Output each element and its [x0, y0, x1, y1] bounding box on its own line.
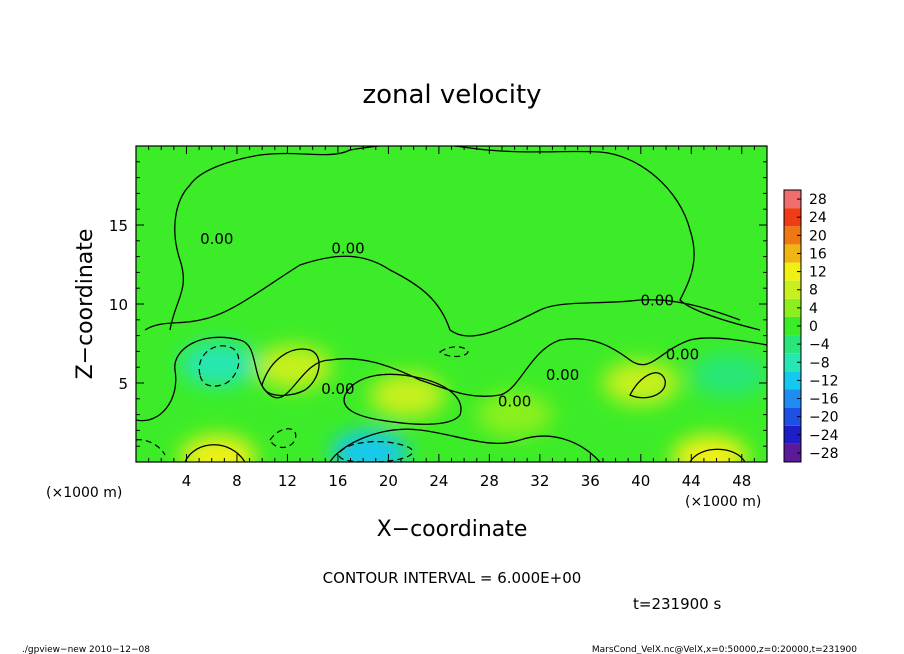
contour-neg-bottom-left [136, 439, 166, 456]
x-axis-title: X−coordinate [377, 517, 528, 542]
colorbar-swatch-3 [784, 389, 801, 408]
colorbar-label-7: 0 [809, 319, 818, 335]
field-feature-1 [369, 373, 446, 418]
x-tick-label-48: 48 [732, 472, 751, 490]
colorbar-swatch-12 [784, 226, 801, 245]
x-tick-label-32: 32 [530, 472, 549, 490]
x-tick-label-44: 44 [682, 472, 701, 490]
colorbar-swatch-13 [784, 208, 801, 227]
colorbar-swatch-1 [784, 425, 801, 444]
colorbar-label-4: 12 [809, 265, 827, 281]
field-feature-4 [180, 342, 257, 387]
field-feature-8 [476, 392, 553, 437]
contour-label-2: 0.00 [321, 380, 354, 398]
chart-title: zonal velocity [362, 80, 541, 110]
colorbar-label-12: −20 [809, 410, 839, 426]
colorbar-label-10: −12 [809, 373, 839, 389]
x-tick-label-40: 40 [631, 472, 650, 490]
x-axis-unit-left: (×1000 m) [46, 485, 122, 501]
contour-label-6: 0.00 [666, 345, 699, 363]
colorbar: 28 24 20 16 12 8 4 0 −4 −8 −12 −16 −20 −24 −28 [783, 189, 839, 463]
time-label: t=231900 s [633, 595, 721, 613]
contour-zero-bottom [329, 428, 601, 462]
colorbar-swatch-6 [784, 335, 801, 354]
colorbar-swatch-4 [784, 371, 801, 390]
contour-zero-lower [136, 336, 767, 422]
contour-label-0: 0.00 [200, 230, 233, 248]
contour-pos-left [261, 348, 320, 397]
x-axis-unit-right: (×1000 m) [685, 494, 761, 510]
field-features [180, 342, 767, 462]
field-background [136, 146, 767, 462]
colorbar-label-8: −4 [809, 337, 830, 353]
colorbar-label-3: 16 [809, 246, 827, 262]
colorbar-label-9: −8 [809, 355, 830, 371]
contour-label-1: 0.00 [331, 239, 364, 257]
y-axis-title: Z−coordinate [73, 229, 98, 380]
colorbar-label-2: 20 [809, 228, 827, 244]
contour-pos-bottom-left [184, 444, 246, 462]
x-tick-label-20: 20 [379, 472, 398, 490]
colorbar-label-11: −16 [809, 392, 839, 408]
field-feature-0 [331, 430, 408, 462]
contour-lines [136, 146, 767, 462]
colorbar-swatch-11 [784, 244, 801, 263]
colorbar-label-0: 28 [809, 192, 827, 208]
x-axis-ticks: 4 8 12 16 20 24 28 32 36 40 44 48 [148, 146, 755, 490]
plot-area: 0.00 0.00 0.00 0.00 0.00 0.00 0.00 [136, 146, 767, 462]
contour-neg-left [198, 345, 240, 387]
x-tick-label-8: 8 [232, 472, 242, 490]
field-feature-7 [602, 361, 679, 405]
y-tick-label-5: 5 [118, 375, 128, 393]
footer-right: MarsCond_VelX.nc@VelX,x=0:50000,z=0:2000… [592, 645, 857, 654]
field-feature-2 [180, 435, 257, 462]
colorbar-swatch-2 [784, 407, 801, 426]
contour-labels: 0.00 0.00 0.00 0.00 0.00 0.00 0.00 [200, 230, 699, 411]
contour-pos-right [629, 372, 666, 399]
x-tick-label-36: 36 [581, 472, 600, 490]
x-tick-label-16: 16 [328, 472, 347, 490]
contour-label-3: 0.00 [498, 393, 531, 411]
colorbar-label-1: 24 [809, 210, 827, 226]
colorbar-label-6: 4 [809, 301, 818, 317]
contour-label-5: 0.00 [641, 292, 674, 310]
contour-neg-center-bottom [338, 441, 413, 462]
contour-neg-mid [438, 346, 469, 358]
colorbar-swatch-5 [784, 353, 801, 372]
field-feature-6 [255, 345, 332, 390]
colorbar-swatch-8 [784, 298, 801, 317]
colorbar-swatch-10 [784, 262, 801, 281]
colorbar-swatch-7 [784, 316, 801, 336]
x-tick-label-28: 28 [480, 472, 499, 490]
x-tick-label-4: 4 [182, 472, 192, 490]
contour-lines-negative [136, 345, 469, 462]
x-tick-label-24: 24 [429, 472, 448, 490]
x-tick-label-12: 12 [278, 472, 297, 490]
contour-interval: CONTOUR INTERVAL = 6.000E+00 [323, 569, 582, 587]
contour-label-4: 0.00 [546, 366, 579, 384]
footer-left: ./gpview−new 2010−12−08 [22, 645, 150, 654]
contour-zero-middle [144, 255, 741, 337]
colorbar-label-14: −28 [809, 446, 839, 462]
colorbar-swatch-0 [784, 443, 801, 462]
colorbar-swatch-9 [784, 280, 801, 299]
contour-pos-center [343, 373, 462, 425]
y-tick-label-10: 10 [109, 296, 128, 314]
y-tick-label-15: 15 [109, 217, 128, 235]
contour-zero-upper [169, 146, 761, 331]
colorbar-swatch-14 [784, 190, 801, 209]
field-feature-5 [691, 353, 767, 398]
colorbar-label-5: 8 [809, 283, 818, 299]
colorbar-label-13: −24 [809, 428, 839, 444]
contour-neg-small-left [269, 428, 297, 449]
y-axis-ticks: 5 10 15 [109, 161, 767, 447]
